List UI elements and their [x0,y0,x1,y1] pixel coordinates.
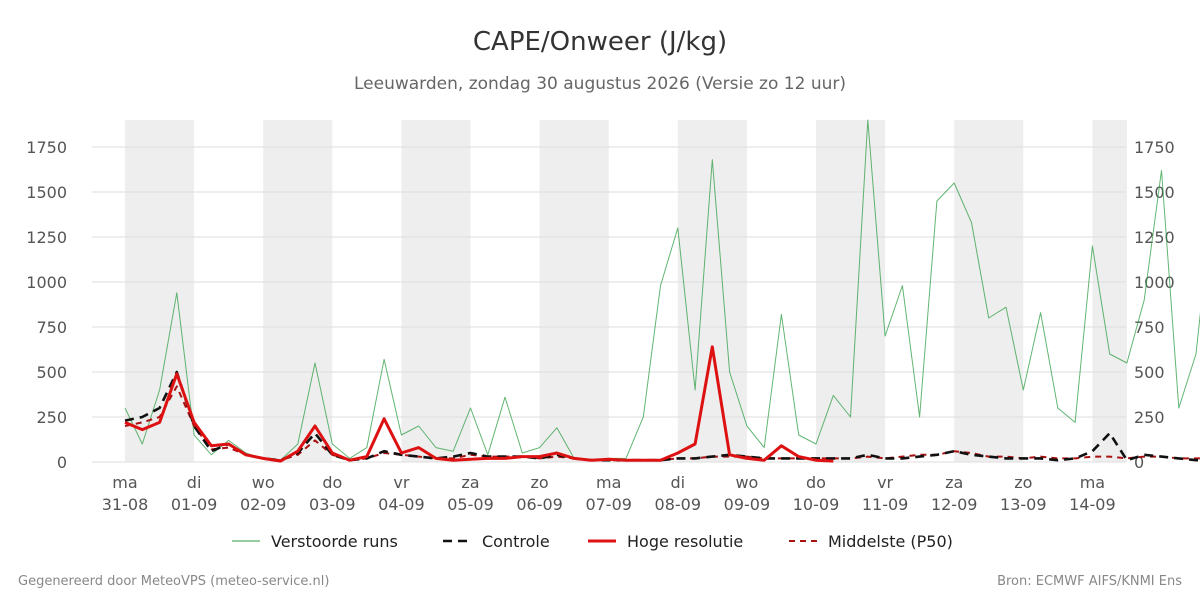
x-tick-date-12: 12-09 [931,495,978,514]
series-hoge-resolutie [124,345,834,463]
x-axis: ma 31-08 di 01-09 wo 02-09 do 03-09 vr 04-09 za 05-… [102,473,1116,514]
x-tick-day-14: ma [1080,473,1105,492]
x-tick-day-4: vr [393,473,409,492]
x-tick-day-10: do [806,473,826,492]
weekend-bands [125,120,1127,462]
x-tick-date-0: 31-08 [102,495,149,514]
y-axis-left: 0 250 500 750 1000 1250 1500 1750 [26,138,67,472]
x-tick-date-6: 06-09 [516,495,563,514]
y-tick-right-250: 250 [1134,408,1165,427]
gridlines [92,146,1126,463]
y-tick-left-1500: 1500 [26,183,67,202]
x-tick-day-3: do [322,473,342,492]
legend-label-1: Controle [482,532,550,551]
y-tick-right-1750: 1750 [1134,138,1175,157]
y-tick-right-750: 750 [1134,318,1165,337]
x-tick-day-11: vr [877,473,893,492]
x-tick-date-10: 10-09 [793,495,840,514]
series-controle [124,370,1200,462]
x-tick-date-14: 14-09 [1069,495,1116,514]
day-band-7 [1092,120,1127,462]
legend-label-2: Hoge resolutie [627,532,743,551]
x-tick-date-13: 13-09 [1000,495,1047,514]
day-band-2 [401,120,471,462]
x-tick-day-5: za [461,473,479,492]
y-tick-left-1000: 1000 [26,273,67,292]
x-tick-day-7: ma [596,473,621,492]
x-tick-date-4: 04-09 [378,495,425,514]
x-tick-day-1: di [187,473,202,492]
legend-label-0: Verstoorde runs [271,532,398,551]
legend-label-3: Middelste (P50) [828,532,953,551]
x-tick-day-9: wo [735,473,758,492]
x-tick-date-2: 02-09 [240,495,287,514]
chart-title: CAPE/Onweer (J/kg) [473,27,727,57]
y-tick-right-500: 500 [1134,363,1165,382]
footer-credit: Gegenereerd door MeteoVPS (meteo-service… [18,574,329,589]
x-tick-date-8: 08-09 [655,495,702,514]
day-band-5 [816,120,886,462]
day-band-3 [539,120,609,462]
day-band-0 [125,120,195,462]
y-tick-left-500: 500 [36,363,67,382]
x-tick-day-2: wo [252,473,275,492]
series-lines [124,119,1200,463]
day-band-1 [263,120,333,462]
x-tick-day-6: zo [531,473,549,492]
chart-subtitle: Leeuwarden, zondag 30 augustus 2026 (Ver… [354,74,846,94]
legend: Verstoorde runs Controle Hoge resolutie Mid… [232,532,953,551]
footer-source: Bron: ECMWF AIFS/KNMI Ens [997,574,1182,589]
x-tick-day-0: ma [112,473,137,492]
x-tick-date-11: 11-09 [862,495,909,514]
x-tick-date-9: 09-09 [724,495,771,514]
y-tick-right-0: 0 [1134,453,1144,472]
x-tick-day-8: di [670,473,685,492]
x-tick-day-12: za [945,473,963,492]
y-tick-left-1750: 1750 [26,138,67,157]
y-tick-left-750: 750 [36,318,67,337]
x-tick-day-13: zo [1014,473,1032,492]
y-axis-right: 0 250 500 750 1000 1250 1500 1750 [1134,138,1175,472]
y-tick-left-0: 0 [57,453,67,472]
series-verstoorde-runs [124,119,1200,461]
x-tick-date-3: 03-09 [309,495,356,514]
y-tick-right-1250: 1250 [1134,228,1175,247]
day-band-6 [954,120,1024,462]
y-tick-right-1000: 1000 [1134,273,1175,292]
x-tick-date-1: 01-09 [171,495,218,514]
x-tick-date-7: 07-09 [585,495,632,514]
day-band-4 [677,120,747,462]
x-tick-date-5: 05-09 [447,495,494,514]
y-tick-left-250: 250 [36,408,67,427]
y-tick-right-1500: 1500 [1134,183,1175,202]
y-tick-left-1250: 1250 [26,228,67,247]
